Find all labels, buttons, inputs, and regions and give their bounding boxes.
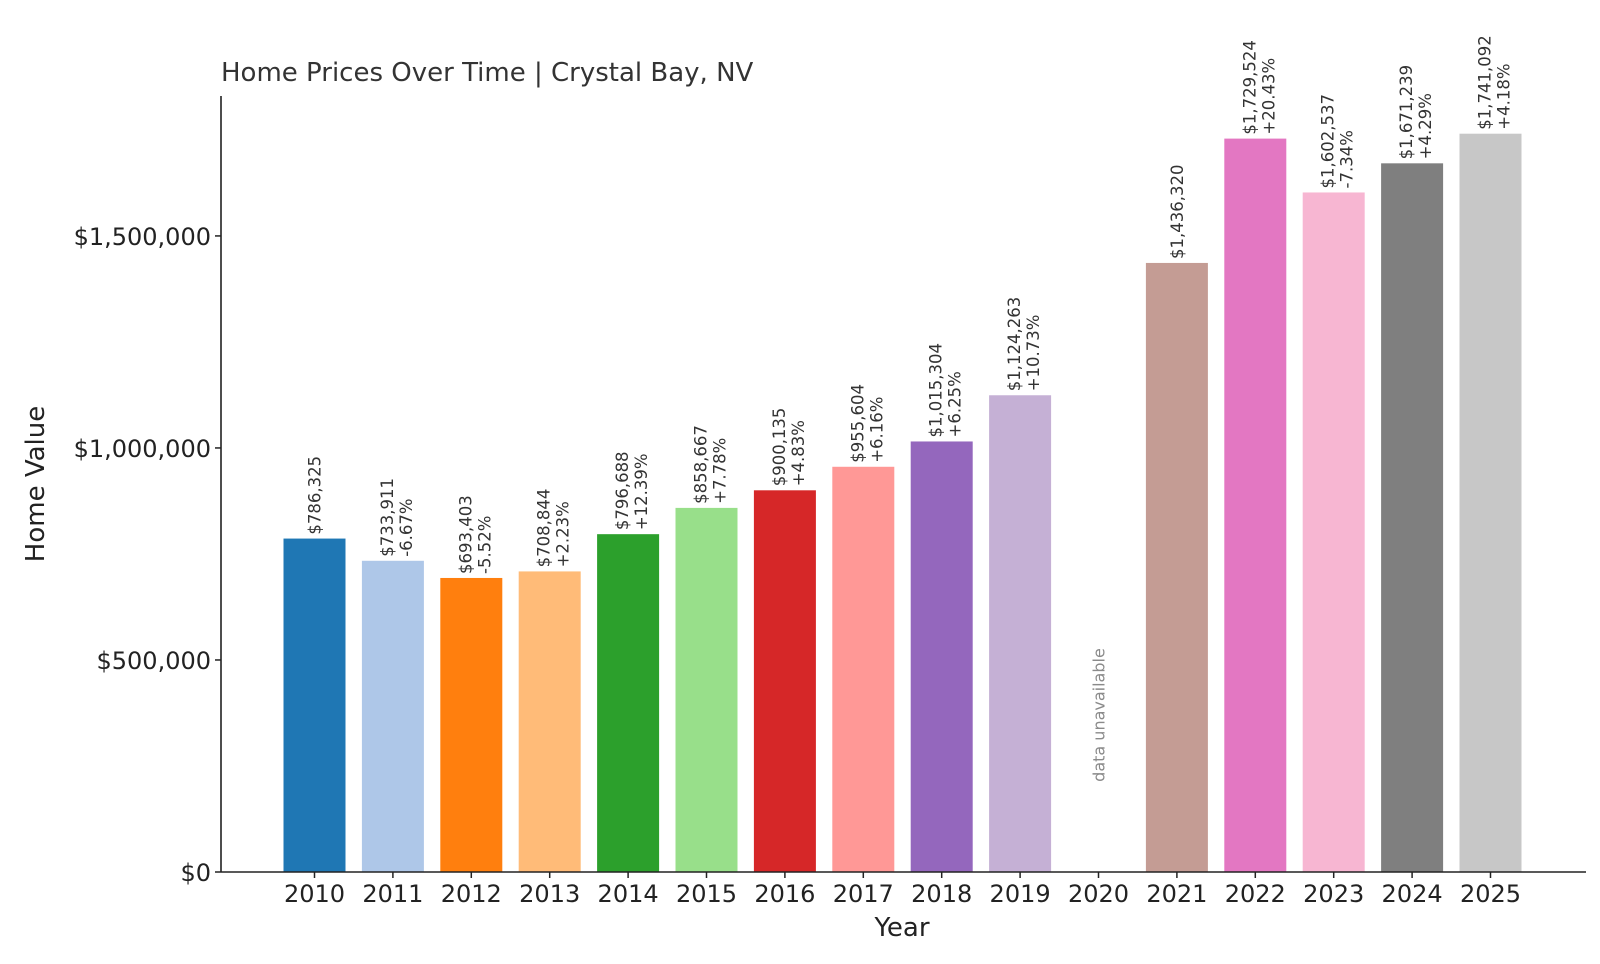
value-label-2022: $1,729,524	[1240, 40, 1259, 134]
x-tick-label-2012: 2012	[441, 880, 502, 908]
chart-title: Home Prices Over Time | Crystal Bay, NV	[221, 58, 754, 88]
bar-2022	[1224, 138, 1287, 873]
bar-2015	[675, 507, 738, 872]
x-tick-label-2018: 2018	[911, 880, 972, 908]
x-tick-label-2024: 2024	[1382, 880, 1443, 908]
x-tick-label-2014: 2014	[598, 880, 659, 908]
y-tick-label: $500,000	[96, 647, 211, 675]
y-tick-label: $1,500,000	[74, 223, 211, 251]
change-label-2024: +4.29%	[1416, 93, 1435, 159]
change-label-2017: +6.16%	[867, 397, 886, 463]
data-unavailable-label: data unavailable	[1090, 648, 1109, 782]
bar-2019	[989, 395, 1052, 872]
x-tick-label-2023: 2023	[1303, 880, 1364, 908]
change-label-2014: +12.39%	[632, 453, 651, 530]
x-tick-label-2022: 2022	[1225, 880, 1286, 908]
bar-2021	[1145, 262, 1208, 873]
x-tick-label-2015: 2015	[676, 880, 737, 908]
change-label-2018: +6.25%	[946, 371, 965, 437]
x-tick-label-2021: 2021	[1146, 880, 1207, 908]
y-axis-label: Home Value	[21, 406, 51, 562]
x-tick-label-2020: 2020	[1068, 880, 1129, 908]
bar-2025	[1459, 133, 1522, 873]
value-label-2012: $693,403	[456, 495, 475, 574]
x-axis-label: Year	[873, 913, 929, 943]
axes-group: 2010 2011 2012 2013 2014 2015 2016 2017 2018 2019…	[74, 96, 1586, 908]
x-tick-label-2016: 2016	[754, 880, 815, 908]
bar-2024	[1381, 163, 1444, 873]
value-label-2023: $1,602,537	[1319, 94, 1338, 188]
bars-group: $786,325 $733,911 -6.67% $693,403 -5.52% $708…	[283, 35, 1522, 873]
value-label-2011: $733,911	[378, 478, 397, 557]
change-label-2019: +10.73%	[1024, 315, 1043, 392]
value-label-2016: $900,135	[770, 408, 789, 487]
x-tick-label-2010: 2010	[284, 880, 345, 908]
x-tick-label-2017: 2017	[833, 880, 894, 908]
value-label-2019: $1,124,263	[1005, 297, 1024, 391]
x-tick-label-2011: 2011	[362, 880, 423, 908]
change-label-2022: +20.43%	[1259, 58, 1278, 135]
value-label-2013: $708,844	[535, 489, 554, 568]
x-tick-label-2025: 2025	[1460, 880, 1521, 908]
bar-2011	[361, 560, 424, 872]
bar-2023	[1302, 192, 1365, 873]
change-label-2012: -5.52%	[475, 516, 494, 574]
change-label-2016: +4.83%	[789, 420, 808, 486]
value-label-2021: $1,436,320	[1168, 164, 1187, 258]
value-label-2010: $786,325	[306, 456, 325, 535]
value-label-2017: $955,604	[848, 384, 867, 463]
bar-2010	[283, 538, 346, 872]
y-tick-label: $0	[180, 859, 211, 887]
value-label-2018: $1,015,304	[927, 343, 946, 437]
y-tick-label: $1,000,000	[74, 435, 211, 463]
value-label-2015: $858,667	[692, 425, 711, 504]
x-tick-label-2019: 2019	[990, 880, 1051, 908]
value-label-2024: $1,671,239	[1397, 65, 1416, 159]
value-label-2014: $796,688	[613, 451, 632, 530]
change-label-2023: -7.34%	[1338, 130, 1357, 188]
bar-2013	[518, 571, 581, 872]
bar-2016	[753, 490, 816, 872]
change-label-2013: +2.23%	[554, 501, 573, 567]
change-label-2015: +7.78%	[711, 438, 730, 504]
change-label-2011: -6.67%	[397, 498, 416, 556]
change-label-2025: +4.18%	[1495, 63, 1514, 129]
bar-2014	[597, 534, 660, 872]
x-tick-label-2013: 2013	[519, 880, 580, 908]
bar-2017	[832, 466, 895, 872]
value-label-2025: $1,741,092	[1476, 35, 1495, 129]
bar-2012	[440, 577, 503, 872]
bar-2018	[910, 441, 973, 872]
